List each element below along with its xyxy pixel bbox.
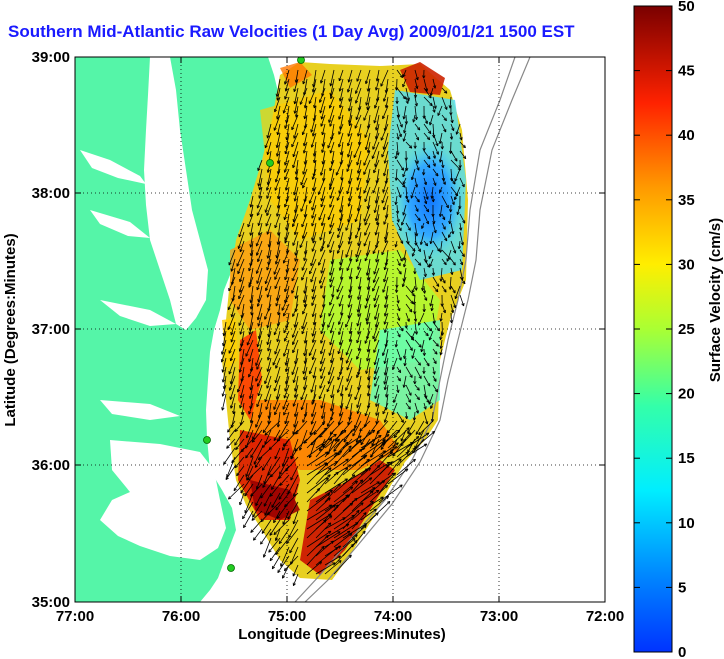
grid-lines	[75, 57, 605, 602]
colorbar-tick-label: 10	[678, 515, 695, 532]
lat-tick-label: 36:00	[32, 457, 70, 474]
colorbar-tick-label: 30	[678, 256, 695, 273]
station-marker	[297, 57, 305, 64]
map-title: Southern Mid-Atlantic Raw Velocities (1 …	[8, 22, 575, 41]
lon-tick-label: 77:00	[56, 608, 94, 625]
lon-tick-label: 72:00	[586, 608, 624, 625]
lon-tick-label: 73:00	[480, 608, 518, 625]
colorbar-tick-label: 40	[678, 127, 695, 144]
chesapeake-bay	[144, 57, 208, 330]
velocity-vectors	[220, 69, 467, 586]
colorbar	[633, 5, 673, 653]
y-axis-label: Latitude (Degrees:Minutes)	[2, 233, 19, 426]
colorbar-tick-label: 45	[678, 63, 695, 80]
colorbar-tick-label: 25	[678, 321, 695, 338]
station-marker	[227, 564, 235, 572]
lon-tick-label: 75:00	[268, 608, 306, 625]
colorbar-tick-label: 0	[678, 644, 686, 659]
colorbar-tick-label: 15	[678, 450, 695, 467]
lon-tick-label: 74:00	[374, 608, 412, 625]
isobath-line	[294, 57, 516, 602]
station-marker	[203, 436, 211, 444]
lat-tick-label: 39:00	[32, 49, 70, 66]
colorbar-tick-label: 20	[678, 386, 695, 403]
colorbar-tick-label: 50	[678, 0, 695, 15]
colorbar-tick-label: 5	[678, 579, 686, 596]
lat-tick-label: 38:00	[32, 185, 70, 202]
x-axis-label: Longitude (Degrees:Minutes)	[238, 626, 446, 643]
station-marker	[266, 159, 274, 167]
lat-tick-label: 35:00	[32, 594, 70, 611]
pamlico-sound	[100, 440, 226, 560]
colorbar-tick-label: 35	[678, 192, 695, 209]
colorbar-label: Surface Velocity (cm/s)	[707, 218, 724, 382]
lon-tick-label: 76:00	[162, 608, 200, 625]
lat-tick-label: 37:00	[32, 321, 70, 338]
